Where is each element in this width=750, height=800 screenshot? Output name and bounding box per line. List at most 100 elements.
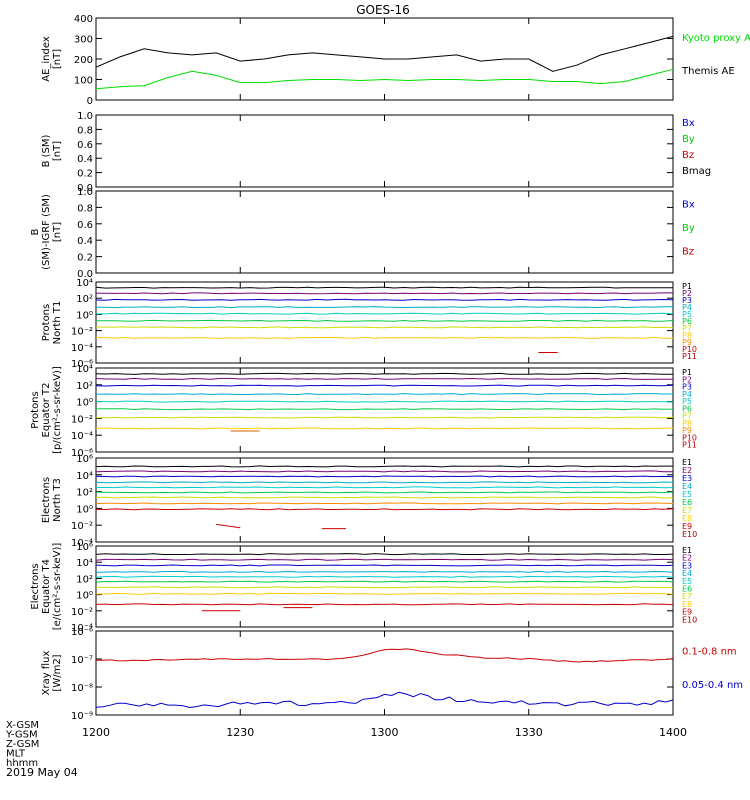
y-tick-label: 0.2 [77,253,93,264]
legend-e1: E1 [682,546,692,555]
panel-7: 10⁻⁴ 10⁻² 10⁰ 10² 10⁴ 10⁶ ElectronsEquator T4[… [30,542,697,634]
legend-bx: Bx [682,118,695,129]
plot-title: GOES-16 [356,3,410,17]
y-tick-label: 0.8 [77,203,93,214]
series-e8 [96,592,674,595]
series-e7 [95,586,673,589]
series-kyoto-proxy-ae [95,68,674,90]
legend-themis-ae: Themis AE [681,66,735,77]
y-tick-label: 0.6 [77,220,93,231]
panel-3: 0.0 0.2 0.4 0.6 0.8 1.0 B(SM)-IGRF (SM)[nT] Bx B… [30,187,695,280]
legend-p7: P7 [682,324,692,333]
x-tick-label: 1330 [515,726,543,739]
legend-p8: P8 [682,331,692,340]
panel-5: 10⁻⁶ 10⁻⁴ 10⁻² 10⁰ 10² 10⁴ ProtonsEquator T2[p… [30,364,697,459]
legend-e6: E6 [682,585,692,594]
y-tick-label: 0.8 [77,125,93,136]
legend-p11: P11 [682,352,697,361]
y-tick-label: 1.0 [77,111,93,122]
legend-e4: E4 [682,482,692,491]
panel-frame [95,545,674,628]
y-tick-label: 10⁻² [71,607,93,618]
y-tick-label: 10⁴ [76,471,93,482]
x-axis: 1200 1230 1300 1330 1400 [82,18,687,739]
y-axis-label: B(SM)-IGRF (SM)[nT] [30,194,63,270]
legend-p9: P9 [682,338,692,347]
x-tick-label: 1230 [226,726,254,739]
y-tick-label: 10⁻² [71,521,93,532]
legend-e4: E4 [682,569,692,578]
legend-e2: E2 [682,554,692,563]
y-tick-label: 0.4 [77,236,93,247]
y-tick-label: 0.2 [77,169,93,180]
panel-frame [95,190,674,274]
legend-0-05-0-4-nm: 0.05-0.4 nm [682,680,743,691]
series-p7 [96,416,674,419]
y-tick-label: 10² [76,294,93,305]
y-tick-label: 100 [74,76,93,87]
legend-p6: P6 [682,404,692,413]
y-tick-label: 10² [76,488,93,499]
date-label: 2019 May 04 [6,766,78,779]
legend-p4: P4 [682,390,692,399]
series-e2 [95,558,674,561]
series-e6 [95,580,674,583]
legend-e3: E3 [682,561,692,570]
panel-2: 0.0 0.2 0.4 0.6 0.8 1.0 B (SM)[nT] Bx By Bz Bmag [41,111,711,194]
series-e6 [95,491,674,494]
panel-4: 10⁻⁶ 10⁻⁴ 10⁻² 10⁰ 10² 10⁴ ProtonsNorth T1 P1P2… [41,278,697,370]
x-tick-label: 1300 [371,726,399,739]
legend-p3: P3 [682,383,692,392]
series-e5 [96,486,674,489]
y-tick-label: 10⁴ [76,364,93,375]
panel-frame [95,114,674,188]
footer-label: hhmm [6,758,38,769]
legend-e10: E10 [682,615,697,624]
legend-0-1-0-8-nm: 0.1-0.8 nm [682,647,737,658]
series-p6 [95,408,674,411]
y-axis-label: AE_index[nT] [41,36,63,82]
legend-bz: Bz [682,150,694,161]
legend-p8: P8 [682,419,692,428]
y-axis-label: Xray flux[W/m2] [41,651,63,696]
legend-p9: P9 [682,426,692,435]
legend-e9: E9 [682,522,692,531]
series-e9b [216,523,241,529]
series-p3 [95,298,674,301]
legend-p3: P3 [682,296,692,305]
legend-p2: P2 [682,289,692,298]
series-e1 [95,553,674,556]
series-p8 [95,336,674,339]
footer-label: Y-GSM [5,730,38,741]
y-tick-label: 10⁰ [76,398,93,409]
legend-p1: P1 [682,282,692,291]
series-themis-ae [95,35,674,72]
y-tick-label: 10⁰ [76,591,93,602]
y-tick-label: 0.6 [77,140,93,151]
series-e3 [95,475,674,478]
y-tick-label: 1.0 [77,187,93,198]
panel-8: 10⁻⁹ 10⁻⁸ 10⁻⁷ 10⁻⁶ Xray flux[W/m2] 0.1-0.8 n… [41,627,743,722]
legend-e3: E3 [682,474,692,483]
y-tick-label: 300 [74,35,93,46]
series-e3 [95,564,674,567]
y-axis-label: ProtonsNorth T1 [41,301,63,345]
legend-kyoto-proxy-ae: Kyoto proxy AE [682,33,750,44]
y-tick-label: 400 [74,14,93,25]
y-tick-label: 10² [76,381,93,392]
panel-frame [95,281,674,364]
legend-by: By [682,134,695,145]
legend-p11: P11 [682,441,697,450]
legend-e8: E8 [682,514,692,523]
legend-p6: P6 [682,317,692,326]
legend-e7: E7 [682,592,692,601]
series-p3 [95,384,674,387]
legend-p4: P4 [682,303,692,312]
legend-e10: E10 [682,530,697,539]
x-tick-label: 1400 [659,726,687,739]
series-p2 [95,292,673,295]
y-tick-label: 10⁶ [76,454,93,465]
panel-1: 0 100 200 300 400 AE_index[nT] Kyoto proxy AE T… [41,14,750,107]
